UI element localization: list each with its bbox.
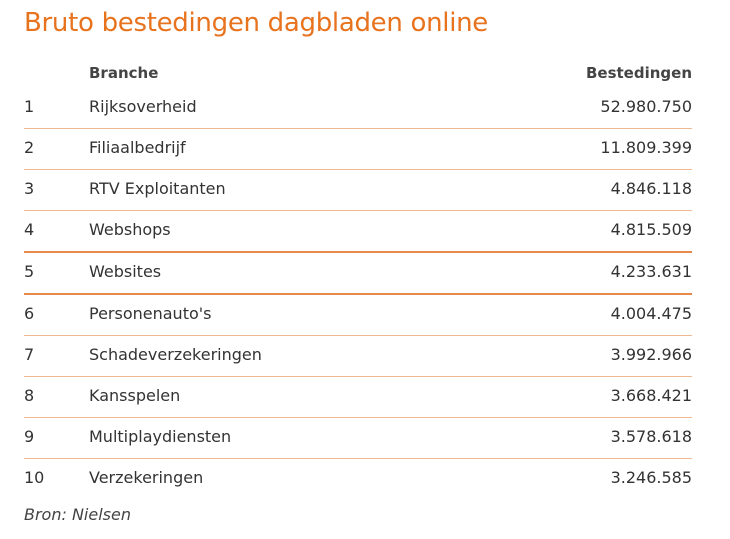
bestedingen-cell: 3.246.585 — [610, 468, 692, 487]
table-row: 6 Personenauto's 4.004.475 — [24, 295, 692, 336]
rank-cell: 4 — [24, 220, 35, 239]
bestedingen-cell: 4.004.475 — [610, 304, 692, 323]
bestedingen-cell: 52.980.750 — [600, 97, 692, 116]
table-row: 10 Verzekeringen 3.246.585 — [24, 459, 692, 499]
table-row: 1 Rijksoverheid 52.980.750 — [24, 88, 692, 129]
source-note: Bron: Nielsen — [24, 505, 131, 524]
table-body: 1 Rijksoverheid 52.980.750 2 Filiaalbedrijf 1… — [24, 88, 692, 499]
branche-cell: Multiplaydiensten — [89, 427, 232, 446]
bestedingen-cell: 11.809.399 — [600, 138, 692, 157]
table-row: 9 Multiplaydiensten 3.578.618 — [24, 418, 692, 459]
table-row: 3 RTV Exploitanten 4.846.118 — [24, 170, 692, 211]
branche-cell: Webshops — [89, 220, 171, 239]
table-row: 4 Webshops 4.815.509 — [24, 211, 692, 253]
bestedingen-cell: 3.668.421 — [610, 386, 692, 405]
header-branche: Branche — [89, 64, 159, 82]
branche-cell: Websites — [89, 262, 162, 281]
page-title: Bruto bestedingen dagbladen online — [24, 8, 489, 38]
branche-cell: Kansspelen — [89, 386, 181, 405]
bestedingen-cell: 3.578.618 — [610, 427, 692, 446]
rank-cell: 5 — [24, 262, 35, 281]
table-row: 2 Filiaalbedrijf 11.809.399 — [24, 129, 692, 170]
branche-cell: Filiaalbedrijf — [89, 138, 186, 157]
bestedingen-cell: 3.992.966 — [610, 345, 692, 364]
branche-cell: Verzekeringen — [89, 468, 204, 487]
table-header: Branche Bestedingen — [24, 64, 692, 84]
rank-cell: 2 — [24, 138, 35, 157]
table-row: 5 Websites 4.233.631 — [24, 253, 692, 295]
branche-cell: RTV Exploitanten — [89, 179, 226, 198]
rank-cell: 3 — [24, 179, 35, 198]
table-row: 8 Kansspelen 3.668.421 — [24, 377, 692, 418]
bestedingen-cell: 4.815.509 — [610, 220, 692, 239]
branche-cell: Rijksoverheid — [89, 97, 197, 116]
branche-cell: Personenauto's — [89, 304, 212, 323]
rank-cell: 1 — [24, 97, 35, 116]
branche-cell: Schadeverzekeringen — [89, 345, 262, 364]
header-bestedingen: Bestedingen — [585, 64, 692, 82]
rank-cell: 9 — [24, 427, 35, 446]
bestedingen-cell: 4.233.631 — [610, 262, 692, 281]
bestedingen-cell: 4.846.118 — [610, 179, 692, 198]
rank-cell: 10 — [24, 468, 45, 487]
rank-cell: 7 — [24, 345, 35, 364]
table-row: 7 Schadeverzekeringen 3.992.966 — [24, 336, 692, 377]
rank-cell: 6 — [24, 304, 35, 323]
rank-cell: 8 — [24, 386, 35, 405]
